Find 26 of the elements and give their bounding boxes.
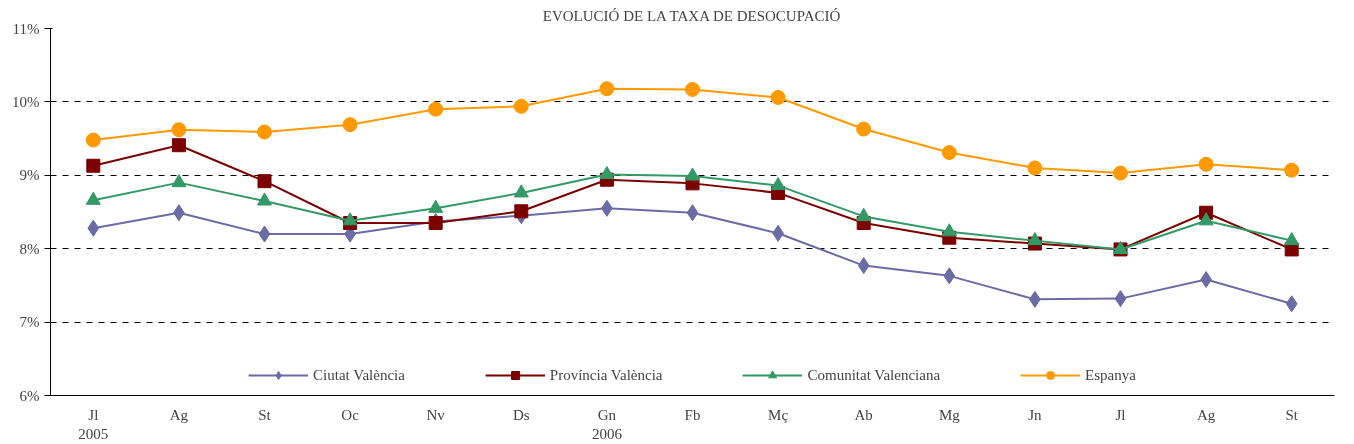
x-tick-label: Nv bbox=[426, 406, 446, 423]
x-tick-label: Ds bbox=[512, 406, 530, 423]
x-tick-label: Jl 2005 bbox=[78, 406, 109, 442]
y-tick-label: 11% bbox=[12, 20, 40, 37]
x-tick-label: Fb bbox=[684, 406, 701, 423]
legend-label: Ciutat València bbox=[313, 366, 405, 384]
y-tick-label: 8% bbox=[19, 240, 40, 257]
x-tick-label: Ag bbox=[1196, 406, 1216, 423]
x-tick-label: Jl bbox=[1115, 406, 1126, 423]
x-tick-label: Gn 2006 bbox=[591, 406, 623, 442]
x-tick-label: Jn bbox=[1028, 406, 1043, 423]
legend-label: Província València bbox=[549, 366, 663, 384]
legend-label: Espanya bbox=[1085, 366, 1136, 384]
x-tick-label: St bbox=[1285, 406, 1299, 423]
x-tick-label: Ab bbox=[854, 406, 873, 423]
y-tick-label: 10% bbox=[12, 93, 40, 110]
y-tick-label: 9% bbox=[19, 167, 40, 184]
y-tick-label: 7% bbox=[19, 314, 40, 331]
x-tick-label: St bbox=[258, 406, 272, 423]
x-tick-label: Ag bbox=[169, 406, 189, 423]
x-tick-label: Mç bbox=[768, 406, 789, 423]
x-tick-label: Mg bbox=[938, 406, 961, 423]
y-tick-label: 6% bbox=[19, 387, 40, 404]
chart-title: EVOLUCIÓ DE LA TAXA DE DESOCUPACIÓ bbox=[542, 7, 841, 24]
x-tick-label: Oc bbox=[341, 406, 360, 423]
legend-label: Comunitat Valenciana bbox=[807, 366, 941, 384]
